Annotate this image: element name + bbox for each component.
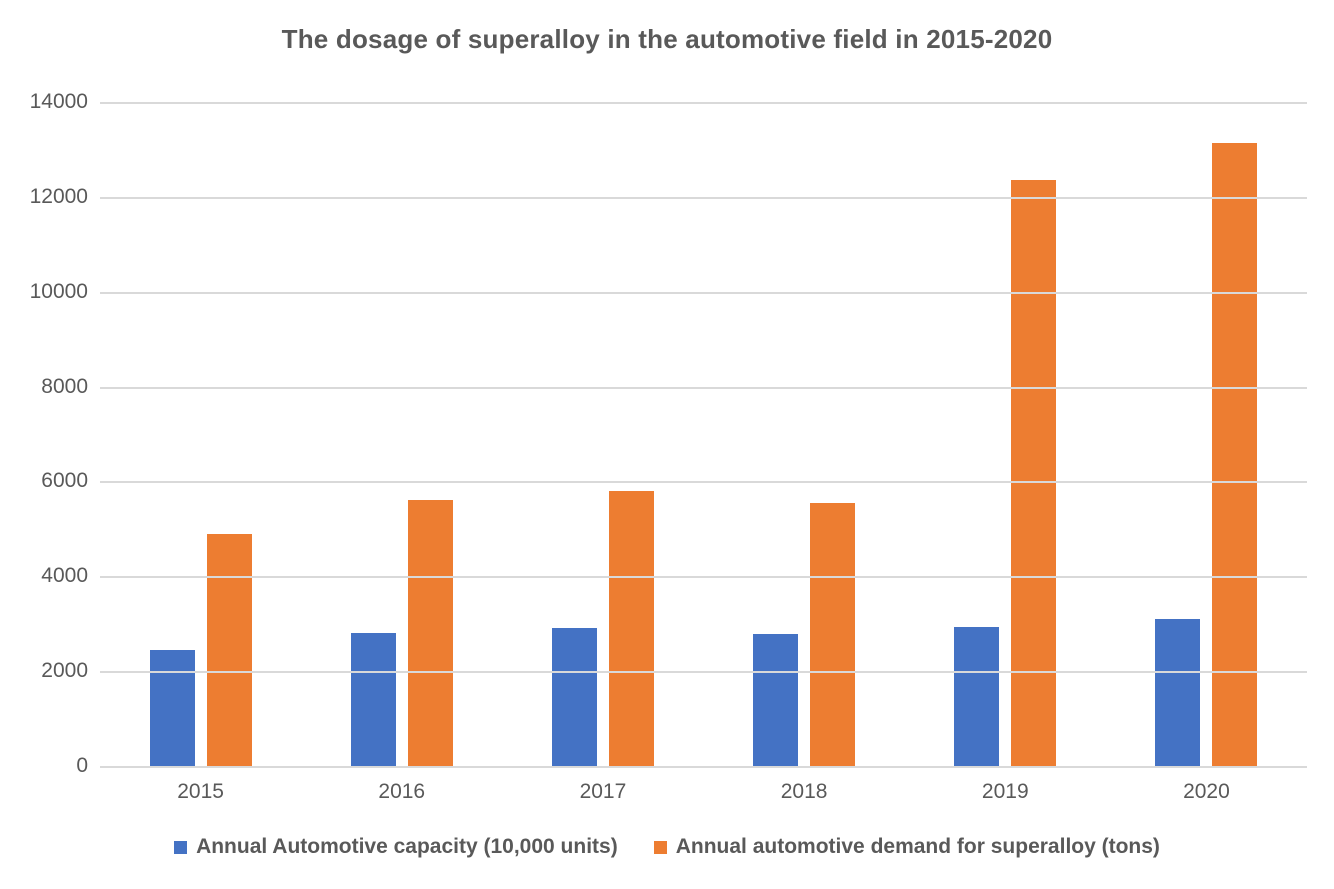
bar-group-2015 (100, 102, 301, 766)
bar (608, 490, 654, 766)
bar-group-2018 (704, 102, 905, 766)
x-axis-line (100, 766, 1307, 768)
gridline (100, 386, 1307, 389)
bar (1155, 618, 1201, 766)
y-axis: 0 2000 4000 6000 8000 10000 12000 14000 (0, 90, 88, 777)
legend-item-capacity: Annual Automotive capacity (10,000 units… (174, 835, 618, 859)
bar-group-2017 (502, 102, 703, 766)
legend-label-capacity: Annual Automotive capacity (10,000 units… (196, 835, 618, 858)
y-tick-label: 2000 (41, 659, 88, 683)
x-axis-label: 2020 (1183, 780, 1230, 803)
y-tick-label: 4000 (41, 564, 88, 588)
bar (350, 633, 396, 766)
bar (1212, 143, 1258, 766)
x-axis: 2015 2016 2017 2018 2019 2020 (100, 780, 1307, 804)
y-tick-label: 12000 (29, 184, 88, 208)
bar-group-2016 (301, 102, 502, 766)
x-axis-label: 2015 (177, 780, 224, 803)
bar-group-2020 (1106, 102, 1307, 766)
legend-label-demand: Annual automotive demand for superalloy … (675, 835, 1160, 858)
bar-groups (100, 102, 1307, 766)
bar (149, 649, 195, 766)
legend-swatch-capacity-icon (174, 840, 188, 854)
legend: Annual Automotive capacity (10,000 units… (0, 835, 1334, 859)
gridline (100, 291, 1307, 294)
gridline (100, 102, 1307, 104)
x-axis-label: 2016 (378, 780, 426, 803)
gridline (100, 671, 1307, 674)
bar (753, 634, 799, 766)
bar-group-2019 (905, 102, 1106, 766)
y-tick-label: 0 (76, 754, 88, 777)
bar (1011, 179, 1057, 766)
y-tick-label: 14000 (29, 90, 88, 113)
y-tick-label: 8000 (41, 374, 88, 398)
y-tick-label: 6000 (41, 469, 88, 493)
x-axis-label: 2019 (981, 780, 1029, 803)
bar (407, 500, 453, 766)
chart-title: The dosage of superalloy in the automoti… (281, 24, 1053, 54)
gridline (100, 481, 1307, 484)
x-axis-label: 2017 (579, 780, 627, 803)
plot-area (100, 102, 1307, 768)
legend-swatch-demand-icon (653, 840, 667, 854)
gridline (100, 196, 1307, 199)
bar (810, 502, 856, 766)
bar (551, 628, 597, 766)
gridline (100, 576, 1307, 579)
bar (954, 626, 1000, 766)
legend-item-demand: Annual automotive demand for superalloy … (653, 835, 1160, 859)
bar (206, 533, 252, 766)
x-axis-label: 2018 (780, 780, 828, 803)
y-tick-label: 10000 (29, 279, 88, 303)
